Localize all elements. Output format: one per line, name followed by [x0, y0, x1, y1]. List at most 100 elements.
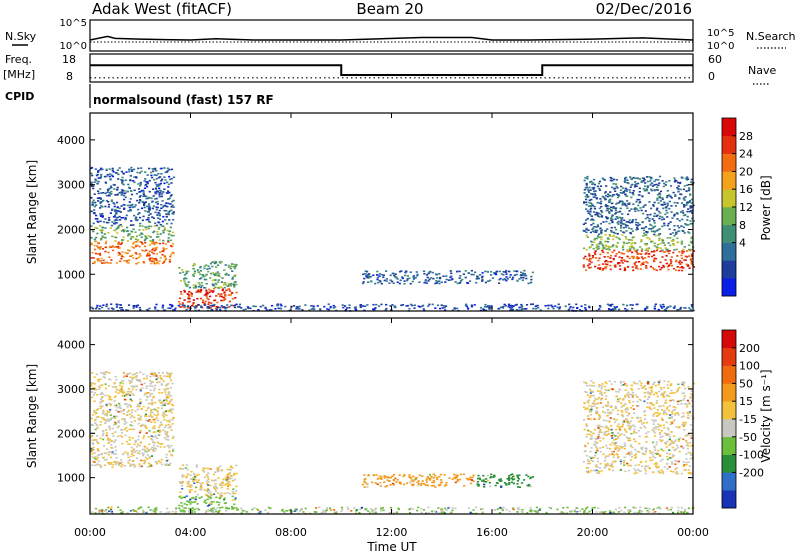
data-cell — [652, 258, 655, 261]
data-cell — [207, 307, 211, 309]
data-cell — [614, 448, 617, 450]
data-cell — [448, 477, 451, 479]
data-cell — [456, 478, 459, 481]
data-cell — [597, 267, 600, 270]
data-cell — [169, 375, 172, 378]
data-cell — [151, 438, 154, 441]
data-cell — [169, 203, 172, 205]
data-cell — [223, 292, 226, 295]
data-cell — [630, 208, 633, 210]
data-cell — [170, 206, 173, 208]
data-cell — [501, 307, 504, 309]
data-cell — [223, 498, 226, 501]
data-cell — [610, 451, 613, 453]
data-cell — [194, 475, 197, 478]
data-cell — [205, 474, 208, 476]
data-cell — [575, 507, 578, 509]
data-cell — [122, 380, 125, 382]
data-cell — [679, 260, 682, 262]
data-cell — [597, 235, 600, 237]
data-cell — [614, 212, 617, 214]
data-cell — [594, 250, 597, 252]
data-cell — [488, 481, 491, 484]
data-cell — [646, 189, 649, 192]
data-cell — [104, 413, 107, 415]
data-cell — [455, 476, 458, 478]
data-cell — [673, 229, 676, 231]
data-cell — [690, 222, 693, 225]
nave-tick-top: 60 — [708, 53, 722, 66]
data-cell — [120, 170, 123, 173]
data-cell — [474, 506, 478, 509]
data-cell — [111, 175, 114, 178]
data-cell — [590, 469, 593, 472]
data-cell — [610, 226, 613, 229]
data-cell — [106, 418, 109, 421]
data-cell — [624, 396, 627, 398]
data-cell — [611, 303, 614, 306]
data-cell — [586, 177, 589, 180]
data-cell — [161, 250, 164, 252]
data-cell — [644, 469, 647, 472]
data-cell — [603, 433, 606, 436]
data-cell — [628, 202, 631, 204]
data-cell — [178, 303, 182, 305]
data-cell — [631, 251, 634, 254]
data-cell — [259, 510, 262, 513]
data-cell — [156, 441, 159, 444]
data-cell — [513, 274, 516, 277]
data-cell — [603, 256, 606, 258]
data-cell — [117, 243, 120, 246]
data-cell — [117, 425, 120, 428]
data-cell — [659, 261, 662, 264]
data-cell — [130, 381, 133, 383]
data-cell — [630, 178, 633, 181]
data-cell — [521, 508, 524, 511]
data-cell — [212, 287, 216, 290]
data-cell — [220, 260, 223, 263]
data-cell — [200, 277, 203, 279]
data-cell — [125, 426, 128, 429]
data-cell — [294, 508, 297, 510]
data-cell — [590, 261, 593, 264]
data-cell — [93, 262, 96, 264]
data-cell — [224, 264, 227, 266]
data-cell — [623, 269, 626, 272]
data-cell — [129, 463, 132, 466]
data-cell — [629, 304, 632, 306]
data-cell — [604, 244, 607, 246]
data-cell — [95, 412, 98, 415]
data-cell — [142, 192, 145, 194]
data-cell — [118, 402, 121, 405]
data-cell — [649, 184, 652, 186]
data-cell — [100, 232, 103, 234]
data-cell — [549, 507, 552, 510]
data-cell — [523, 308, 526, 310]
data-cell — [148, 190, 151, 193]
data-cell — [90, 172, 93, 175]
data-cell — [632, 506, 635, 509]
data-cell — [332, 307, 335, 309]
data-cell — [158, 260, 161, 262]
data-cell — [587, 191, 591, 194]
data-cell — [149, 213, 152, 215]
data-cell — [232, 304, 235, 307]
data-cell — [636, 198, 639, 201]
data-cell — [116, 169, 119, 171]
data-cell — [656, 189, 659, 191]
data-cell — [613, 178, 616, 181]
data-cell — [144, 171, 147, 173]
data-cell — [140, 190, 143, 192]
data-cell — [490, 473, 493, 476]
data-cell — [155, 414, 158, 417]
data-cell — [674, 179, 677, 181]
data-cell — [621, 234, 624, 236]
data-cell — [623, 445, 626, 447]
data-cell — [233, 306, 237, 309]
data-cell — [117, 254, 120, 256]
data-cell — [681, 250, 684, 253]
data-cell — [626, 309, 629, 311]
data-cell — [165, 398, 168, 400]
data-cell — [563, 512, 566, 514]
data-cell — [183, 277, 187, 279]
